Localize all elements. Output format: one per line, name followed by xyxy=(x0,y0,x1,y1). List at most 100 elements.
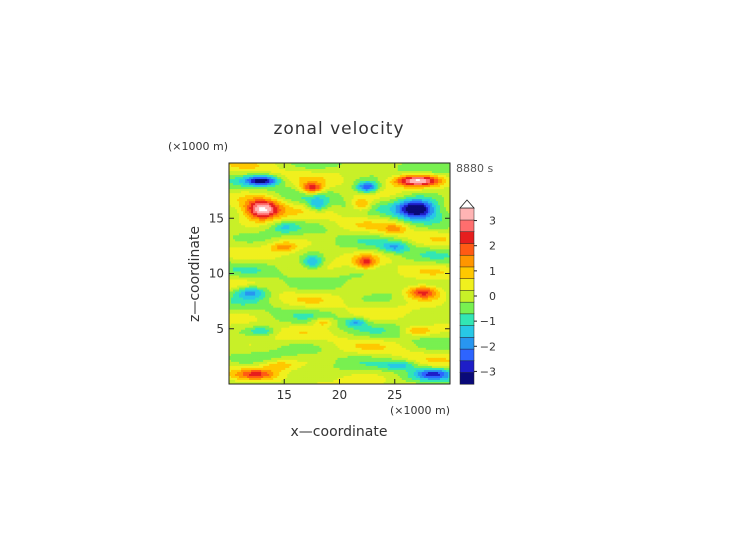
field-cell xyxy=(291,231,294,234)
field-cell xyxy=(283,195,286,198)
field-cell xyxy=(367,225,371,228)
field-cell xyxy=(375,229,379,232)
field-cell xyxy=(313,187,316,190)
field-cell xyxy=(429,223,433,226)
field-cell xyxy=(299,229,302,232)
field-cell xyxy=(237,165,240,168)
field-cell xyxy=(385,181,389,184)
field-cell xyxy=(403,185,407,188)
field-cell xyxy=(337,177,340,180)
field-cell xyxy=(273,191,276,194)
field-cell xyxy=(357,203,360,206)
field-cell xyxy=(357,163,360,166)
field-cell xyxy=(409,223,413,226)
field-cell xyxy=(249,165,252,168)
field-cell xyxy=(381,175,385,178)
field-cell xyxy=(231,197,234,200)
field-cell xyxy=(419,173,423,176)
field-cell xyxy=(277,191,280,194)
field-cell xyxy=(367,223,371,226)
field-cell xyxy=(323,177,326,180)
field-cell xyxy=(239,229,242,232)
field-cell xyxy=(269,183,272,186)
field-cell xyxy=(383,181,387,184)
field-cell xyxy=(299,231,302,234)
field-cell xyxy=(385,191,389,194)
field-cell xyxy=(305,201,308,204)
field-cell xyxy=(429,213,433,216)
field-cell xyxy=(437,205,441,208)
field-cell xyxy=(315,177,318,180)
field-cell xyxy=(255,217,258,220)
field-cell xyxy=(291,219,294,222)
field-cell xyxy=(261,173,264,176)
field-cell xyxy=(251,225,254,228)
field-cell xyxy=(371,163,375,166)
field-cell xyxy=(291,175,294,178)
field-cell xyxy=(423,185,427,188)
field-cell xyxy=(399,217,403,220)
field-cell xyxy=(265,221,268,224)
field-cell xyxy=(391,181,395,184)
field-cell xyxy=(293,185,296,188)
field-cell xyxy=(265,215,268,218)
field-cell xyxy=(243,229,246,232)
field-cell xyxy=(435,211,439,214)
field-cell xyxy=(337,193,340,196)
field-cell xyxy=(313,223,316,226)
field-cell xyxy=(381,185,385,188)
field-cell xyxy=(405,231,409,234)
field-cell xyxy=(421,169,425,172)
field-cell xyxy=(311,179,314,182)
field-cell xyxy=(371,167,375,170)
field-cell xyxy=(387,215,391,218)
field-cell xyxy=(319,213,322,216)
field-cell xyxy=(231,223,234,226)
field-cell xyxy=(279,175,282,178)
field-cell xyxy=(443,209,447,212)
field-cell xyxy=(401,197,405,200)
field-cell xyxy=(325,211,328,214)
field-cell xyxy=(371,175,375,178)
field-cell xyxy=(233,163,236,166)
field-cell xyxy=(339,193,342,196)
field-cell xyxy=(285,217,288,220)
field-cell xyxy=(339,199,342,202)
field-cell xyxy=(429,221,433,224)
field-cell xyxy=(411,165,415,168)
field-cell xyxy=(399,173,403,176)
field-cell xyxy=(315,209,318,212)
field-cell xyxy=(409,209,413,212)
field-cell xyxy=(323,173,326,176)
field-cell xyxy=(417,175,421,178)
field-cell xyxy=(363,221,367,224)
field-cell xyxy=(345,177,348,180)
field-cell xyxy=(317,195,320,198)
field-cell xyxy=(329,199,332,202)
field-cell xyxy=(447,199,450,202)
field-cell xyxy=(409,189,413,192)
field-cell xyxy=(405,201,409,204)
field-cell xyxy=(235,181,238,184)
field-cell xyxy=(261,185,264,188)
field-cell xyxy=(301,227,304,230)
field-cell xyxy=(321,187,324,190)
field-cell xyxy=(293,183,296,186)
field-cell xyxy=(375,181,379,184)
field-cell xyxy=(367,167,371,170)
field-cell xyxy=(277,189,280,192)
field-cell xyxy=(379,213,383,216)
field-cell xyxy=(381,231,385,234)
field-cell xyxy=(305,215,308,218)
field-cell xyxy=(229,177,232,180)
field-cell xyxy=(301,221,304,224)
field-cell xyxy=(261,193,264,196)
field-cell xyxy=(249,199,252,202)
field-cell xyxy=(419,205,423,208)
field-cell xyxy=(447,205,450,208)
field-cell xyxy=(419,171,423,174)
field-cell xyxy=(253,219,256,222)
field-cell xyxy=(341,223,344,226)
field-cell xyxy=(393,171,397,174)
field-cell xyxy=(313,227,316,230)
